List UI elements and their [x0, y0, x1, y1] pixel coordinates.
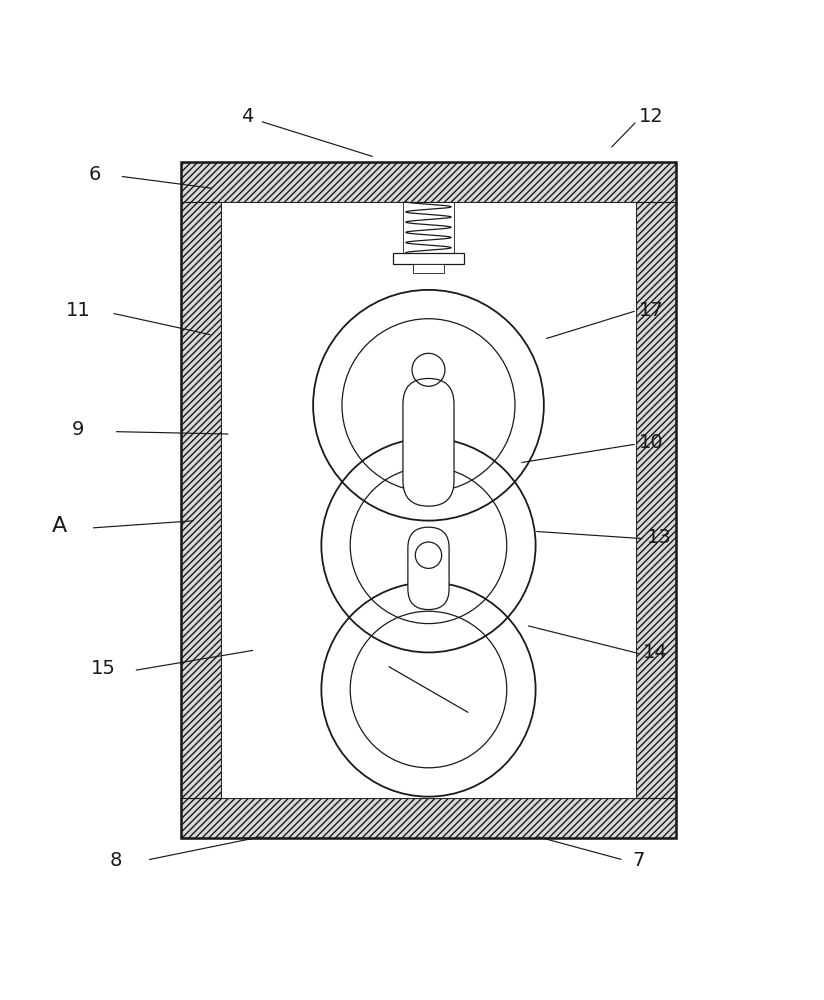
- Bar: [181, 162, 676, 838]
- Bar: [636, 202, 676, 798]
- Bar: [413, 264, 444, 273]
- Text: 4: 4: [241, 107, 254, 126]
- Bar: [181, 202, 221, 798]
- Text: 12: 12: [639, 107, 663, 126]
- Text: 7: 7: [632, 851, 645, 870]
- Text: 11: 11: [66, 301, 91, 320]
- Text: 17: 17: [639, 301, 663, 320]
- Bar: [402, 202, 454, 254]
- Text: 13: 13: [647, 528, 672, 547]
- Text: 10: 10: [639, 433, 663, 452]
- Text: 8: 8: [109, 851, 122, 870]
- Bar: [181, 162, 676, 202]
- Bar: [181, 798, 676, 838]
- Text: 9: 9: [72, 420, 85, 439]
- FancyBboxPatch shape: [403, 378, 454, 506]
- Text: 14: 14: [643, 643, 667, 662]
- Text: 6: 6: [88, 165, 101, 184]
- Text: A: A: [52, 516, 67, 536]
- Bar: [221, 202, 636, 798]
- Text: 15: 15: [91, 659, 115, 678]
- FancyBboxPatch shape: [408, 527, 449, 610]
- Bar: [394, 253, 463, 264]
